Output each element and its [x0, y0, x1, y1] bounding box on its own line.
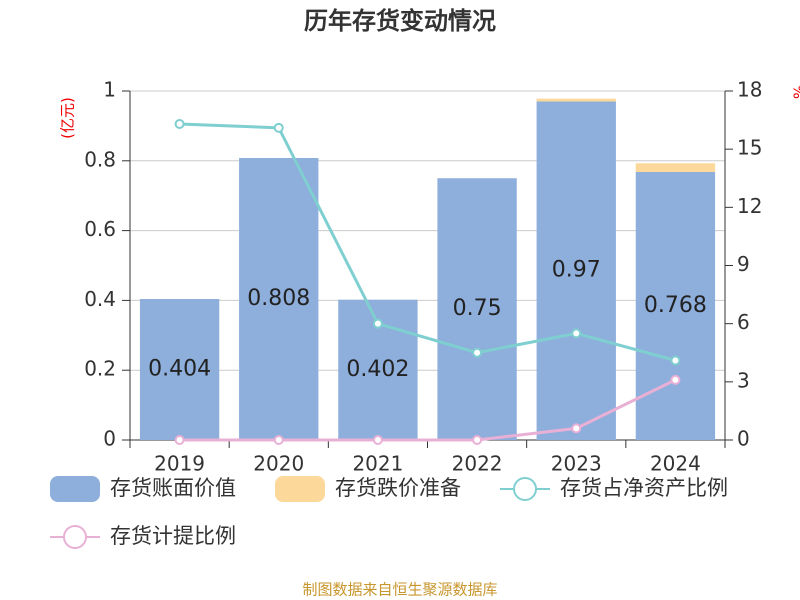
line — [179, 378, 677, 442]
data-label: 0.97 — [552, 258, 601, 283]
y-axis-label: (亿元) — [59, 97, 77, 139]
y-tick-label: 0.2 — [84, 357, 116, 381]
x-tick-label: 2020 — [253, 452, 304, 476]
y-tick-label: 0.4 — [84, 287, 116, 311]
line-point — [174, 118, 185, 129]
y-tick-label: 0.6 — [84, 217, 116, 241]
data-label: 0.75 — [453, 296, 502, 321]
y2-tick-label: 6 — [737, 310, 750, 334]
line-point — [273, 122, 284, 133]
line-point — [571, 423, 582, 434]
line-point — [571, 328, 582, 339]
line-point — [372, 435, 383, 445]
data-label: 0.768 — [644, 293, 707, 318]
bar — [139, 299, 220, 440]
line-point — [174, 435, 185, 445]
legend-label: 存货占净资产比例 — [560, 476, 728, 500]
legend-swatch — [50, 476, 100, 502]
line-point — [670, 355, 681, 366]
legend-marker — [513, 477, 537, 501]
x-tick-label: 2019 — [154, 452, 205, 476]
y-tick-label: 0.8 — [84, 147, 116, 171]
y2-tick-label: 18 — [737, 78, 762, 102]
legend-label: 存货跌价准备 — [335, 476, 461, 500]
data-label: 0.404 — [148, 357, 211, 382]
data-label: 0.402 — [346, 357, 409, 382]
bar — [437, 178, 517, 440]
legend-label: 存货账面价值 — [110, 476, 236, 500]
legend-swatch — [275, 476, 325, 502]
source-note: 制图数据来自恒生聚源数据库 — [302, 581, 497, 599]
y2-tick-label: 0 — [737, 427, 750, 451]
y2-tick-label: 9 — [737, 252, 750, 276]
line-point — [472, 347, 483, 358]
legend-marker — [63, 525, 87, 549]
bar — [536, 101, 616, 440]
legend-label: 存货计提比例 — [110, 524, 236, 548]
y-tick-label: 0 — [103, 427, 116, 451]
line — [179, 122, 676, 362]
bar — [536, 98, 616, 102]
x-tick-label: 2021 — [352, 452, 403, 476]
y-tick-label: 1 — [103, 78, 116, 102]
chart-title: 历年存货变动情况 — [304, 7, 496, 35]
y2-tick-label: 3 — [737, 368, 750, 392]
line-point — [670, 374, 681, 385]
y2-axis-label: % — [791, 85, 800, 99]
line-point — [372, 318, 383, 329]
bar — [635, 171, 716, 440]
line-point — [273, 435, 284, 445]
x-tick-label: 2022 — [452, 452, 503, 476]
line-point — [472, 435, 483, 445]
x-tick-label: 2024 — [650, 452, 701, 476]
data-label: 0.808 — [247, 286, 310, 311]
y2-tick-label: 12 — [737, 194, 762, 218]
bar — [635, 163, 716, 172]
y2-tick-label: 15 — [737, 136, 762, 160]
x-tick-label: 2023 — [551, 452, 602, 476]
bar — [239, 158, 319, 440]
